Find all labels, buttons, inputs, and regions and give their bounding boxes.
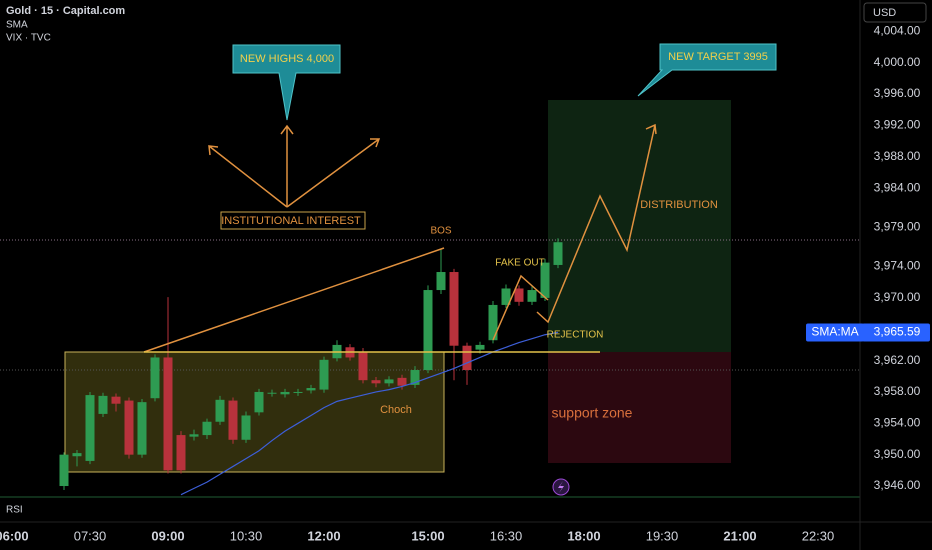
callout (232, 44, 341, 121)
candle-body (189, 434, 199, 437)
arrows (208, 123, 657, 341)
candle-body (436, 272, 446, 291)
annotation: FAKE OUT (495, 258, 544, 269)
annotation: BOS (430, 226, 451, 237)
y-tick-label: 4,000.00 (874, 55, 921, 69)
candle-body (85, 395, 95, 461)
annotation: NEW TARGET 3995 (668, 51, 768, 63)
annotation: INSTITUTIONAL INTEREST (221, 215, 361, 227)
annotation: NEW HIGHS 4,000 (240, 53, 334, 65)
candle-body (215, 399, 225, 422)
y-tick-label: 3,946.00 (874, 478, 921, 492)
candle-body (397, 377, 407, 386)
candle-body (111, 396, 121, 404)
pane-label: RSI (6, 505, 23, 516)
y-tick-label: 3,970.00 (874, 290, 921, 304)
candle-body (449, 272, 459, 346)
candle-body (527, 290, 537, 302)
y-tick-label: 3,954.00 (874, 415, 921, 429)
x-tick-label: 21:00 (723, 528, 756, 543)
candle-body (553, 242, 563, 265)
y-tick-label: 3,974.00 (874, 259, 921, 273)
candle-body (540, 262, 550, 298)
plot (59, 238, 563, 496)
candle-body (306, 388, 316, 391)
annotation: REJECTION (547, 330, 604, 341)
candle-body (176, 435, 186, 471)
x-tick-label: 18:00 (567, 528, 600, 543)
x-tick-label: 09:00 (151, 528, 184, 543)
candle-body (384, 379, 394, 384)
target-zone (548, 100, 731, 352)
annotation: Choch (380, 404, 412, 416)
x-tick-label: 22:30 (802, 528, 835, 543)
annotation: support zone (552, 405, 633, 421)
price-label-value: 3,965.59 (874, 325, 921, 339)
y-tick-label: 4,004.00 (874, 24, 921, 38)
x-tick-label: 07:30 (74, 528, 107, 543)
price-label-box (806, 323, 864, 342)
y-tick-label: 3,962.00 (874, 353, 921, 367)
candle-body (371, 380, 381, 384)
event-icon-bolt (558, 481, 564, 493)
candle-body (514, 288, 524, 302)
candle-body (202, 421, 212, 436)
candle-body (267, 392, 277, 394)
candle-body (241, 415, 251, 440)
y-tick-label: 3,996.00 (874, 86, 921, 100)
y-tick-label: 3,992.00 (874, 118, 921, 132)
currency: USD (873, 7, 896, 19)
indicator-label: SMA (6, 20, 28, 31)
indicator-label: VIX · TVC (6, 33, 51, 44)
annotation: DISTRIBUTION (640, 199, 718, 211)
trend-line (143, 247, 445, 353)
y-tick-label: 3,958.00 (874, 384, 921, 398)
x-tick-label: 16:30 (490, 528, 523, 543)
price-label-box (862, 323, 930, 342)
x-tick-label: 15:00 (411, 528, 444, 543)
y-tick-label: 3,988.00 (874, 149, 921, 163)
currency-box[interactable] (863, 2, 927, 23)
candle-body (410, 370, 420, 385)
price-label-name: SMA:MA (811, 325, 858, 339)
candle-body (98, 395, 108, 414)
candle-body (488, 304, 498, 341)
candle-body (293, 391, 303, 393)
chart-title: Gold · 15 · Capital.com (6, 5, 125, 17)
candle-body (163, 357, 173, 471)
x-tick-label: 06:00 (0, 528, 29, 543)
candle-body (150, 357, 160, 399)
candle-body (254, 391, 264, 413)
candle-body (501, 288, 511, 305)
candle-body (72, 453, 82, 457)
candle-body (319, 359, 329, 390)
candle-body (280, 391, 290, 395)
y-tick-label: 3,984.00 (874, 180, 921, 194)
x-tick-label: 19:30 (646, 528, 679, 543)
candle-body (475, 344, 485, 350)
callout (637, 43, 777, 97)
candle-body (358, 351, 368, 381)
x-tick-label: 12:00 (307, 528, 340, 543)
label-box (220, 211, 366, 230)
y-tick-label: 3,979.00 (874, 220, 921, 234)
candle-body (124, 400, 134, 455)
candle-body (137, 402, 147, 455)
candle-body (228, 400, 238, 440)
y-tick-label: 3,950.00 (874, 447, 921, 461)
candle-body (59, 454, 69, 487)
sma-line (180, 331, 559, 496)
x-tick-label: 10:30 (230, 528, 263, 543)
candle-body (423, 290, 433, 371)
candle-body (462, 345, 472, 371)
